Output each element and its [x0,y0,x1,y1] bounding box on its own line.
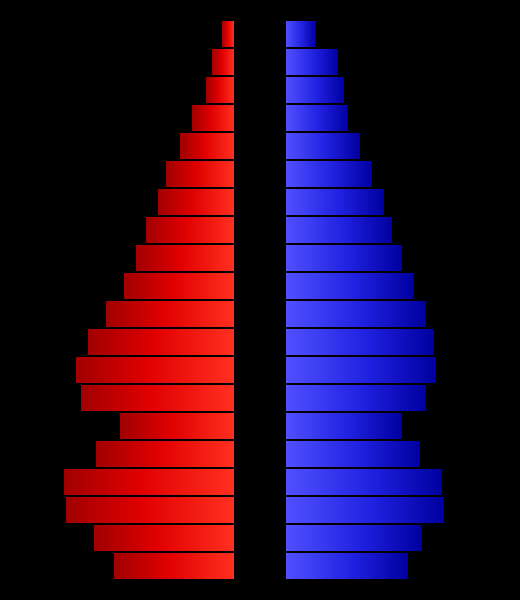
right-bar [285,160,373,188]
left-bar-row [0,552,235,580]
left-bar [95,440,235,468]
left-bar-row [0,76,235,104]
right-bar-row [285,356,520,384]
left-bar-row [0,300,235,328]
left-bar [123,272,235,300]
left-bar-row [0,440,235,468]
right-bar-row [285,440,520,468]
right-bar [285,328,435,356]
left-bar [93,524,235,552]
right-bar-row [285,244,520,272]
right-bar-row [285,104,520,132]
left-bar [157,188,235,216]
right-bar [285,132,361,160]
left-bar-row [0,216,235,244]
right-bar [285,20,317,48]
right-bar [285,524,423,552]
left-bar [75,356,235,384]
right-bar [285,440,421,468]
left-bar-row [0,328,235,356]
right-bar-row [285,188,520,216]
right-bar [285,384,427,412]
left-bar [221,20,235,48]
right-bar-row [285,328,520,356]
left-bar-row [0,384,235,412]
right-bar-row [285,524,520,552]
left-bar-row [0,272,235,300]
right-bar-row [285,468,520,496]
right-bar [285,496,445,524]
left-bar [87,328,235,356]
left-bar [205,76,235,104]
left-bar-row [0,496,235,524]
left-bar-row [0,48,235,76]
right-bar-row [285,160,520,188]
right-bar-row [285,272,520,300]
left-bar-row [0,160,235,188]
left-bar-row [0,104,235,132]
left-bar-row [0,412,235,440]
right-bar-row [285,20,520,48]
left-bar [80,384,235,412]
right-bar-row [285,384,520,412]
left-bar [165,160,235,188]
right-bar [285,356,437,384]
right-bar-row [285,496,520,524]
left-bar [113,552,235,580]
right-bar-row [285,412,520,440]
left-bar-row [0,132,235,160]
right-bar-row [285,552,520,580]
right-bar-row [285,48,520,76]
left-bar-row [0,20,235,48]
right-bar-row [285,216,520,244]
right-bar [285,104,349,132]
right-bar [285,272,415,300]
left-bar-row [0,524,235,552]
left-bar [211,48,235,76]
right-bar-row [285,132,520,160]
left-bar-row [0,468,235,496]
left-bar-row [0,356,235,384]
right-bar [285,188,385,216]
left-bar-row [0,244,235,272]
right-bar [285,76,345,104]
left-bar [191,104,235,132]
right-bar [285,48,339,76]
right-bar [285,244,403,272]
left-bar [105,300,235,328]
left-bar [145,216,235,244]
left-bar-row [0,188,235,216]
right-bar [285,300,427,328]
right-bar [285,412,403,440]
left-bar [63,468,235,496]
right-bar [285,552,409,580]
right-bar [285,216,393,244]
right-bar-row [285,76,520,104]
right-bar-row [285,300,520,328]
left-bar [119,412,235,440]
population-pyramid-chart [0,0,520,600]
left-bar [179,132,235,160]
left-bar [135,244,235,272]
left-bar [65,496,235,524]
right-bar [285,468,443,496]
